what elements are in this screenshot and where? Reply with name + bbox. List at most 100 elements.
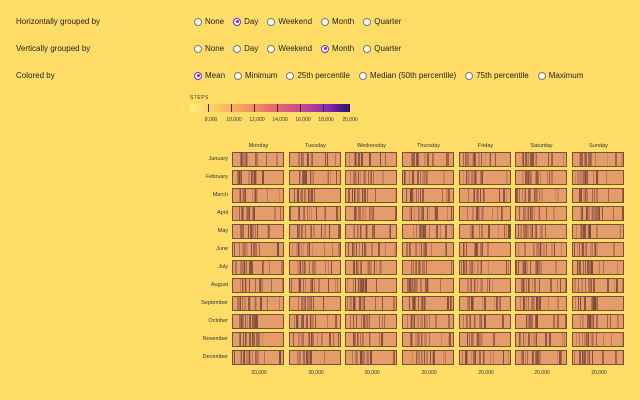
value-stripe — [553, 243, 555, 256]
value-stripe — [418, 153, 420, 166]
radio-button[interactable] — [194, 17, 202, 26]
color-option-25th-percentile[interactable]: 25th percentile — [286, 71, 350, 80]
radio-button[interactable] — [321, 44, 330, 53]
value-stripe — [528, 279, 530, 292]
value-stripe — [238, 189, 240, 202]
value-stripe — [418, 333, 420, 346]
option-label: 25th percentile — [297, 71, 350, 80]
value-stripe — [379, 261, 381, 274]
value-stripe — [325, 261, 327, 274]
value-stripe — [490, 351, 492, 364]
value-stripe — [584, 171, 586, 184]
value-stripe — [251, 225, 253, 238]
value-stripe — [526, 315, 528, 328]
value-stripe — [370, 243, 373, 256]
horizontal-option-quarter[interactable]: Quarter — [363, 17, 401, 26]
horizontal-option-day[interactable]: Day — [233, 17, 258, 26]
value-stripe — [470, 333, 472, 346]
value-stripe — [256, 297, 258, 310]
value-stripe — [244, 315, 246, 328]
value-stripe — [531, 171, 533, 184]
vertical-option-weekend[interactable]: Weekend — [267, 44, 312, 53]
radio-button[interactable] — [363, 44, 372, 53]
vertical-option-month[interactable]: Month — [321, 44, 354, 53]
value-stripe — [360, 225, 362, 238]
value-stripe — [368, 333, 370, 346]
radio-button[interactable] — [286, 71, 295, 80]
value-stripe — [508, 351, 510, 364]
heatmap-cell — [345, 296, 397, 311]
value-stripe — [492, 207, 494, 220]
legend-tick-label: 18,000 — [318, 117, 334, 123]
value-stripe — [256, 351, 258, 364]
color-option-median-50th-percentile[interactable]: Median (50th percentile) — [358, 71, 456, 80]
value-stripe — [588, 279, 590, 292]
value-stripe — [358, 297, 361, 310]
value-stripe — [237, 297, 240, 310]
value-stripe — [367, 315, 369, 328]
value-stripe — [416, 261, 418, 274]
value-stripe — [362, 171, 364, 184]
value-stripe — [242, 225, 245, 238]
vertical-option-quarter[interactable]: Quarter — [363, 44, 401, 53]
radio-button[interactable] — [363, 17, 372, 26]
value-stripe — [240, 153, 243, 166]
heatmap-cell — [515, 188, 567, 203]
radio-button[interactable] — [194, 44, 202, 53]
value-stripe — [502, 351, 504, 364]
value-stripe — [259, 297, 262, 310]
value-stripe — [528, 207, 530, 220]
radio-button[interactable] — [267, 44, 276, 53]
value-stripe — [592, 279, 595, 292]
value-stripe — [410, 315, 412, 328]
color-option-maximum[interactable]: Maximum — [537, 71, 583, 80]
horizontal-option-weekend[interactable]: Weekend — [267, 17, 312, 26]
color-option-minimum[interactable]: Minimum — [234, 71, 277, 80]
value-stripe — [304, 261, 306, 274]
value-stripe — [240, 297, 242, 310]
horizontal-option-none[interactable]: None — [194, 17, 224, 26]
value-stripe — [299, 171, 302, 184]
value-stripe — [594, 243, 596, 256]
radio-button[interactable] — [267, 17, 276, 26]
value-stripe — [475, 333, 477, 346]
vertical-option-day[interactable]: Day — [233, 44, 258, 53]
row-label-september: September — [201, 300, 228, 306]
value-stripe — [591, 333, 594, 346]
value-stripe — [426, 153, 429, 166]
value-stripe — [585, 279, 587, 292]
value-stripe — [536, 189, 538, 202]
value-stripe — [579, 189, 581, 202]
heatmap-cell — [289, 224, 341, 239]
value-stripe — [617, 261, 619, 274]
value-stripe — [312, 225, 315, 238]
radio-button[interactable] — [537, 71, 546, 80]
radio-button[interactable] — [321, 17, 330, 26]
vertical-option-none[interactable]: None — [194, 44, 224, 53]
value-stripe — [248, 315, 251, 328]
color-option-75th-percentile[interactable]: 75th percentile — [465, 71, 529, 80]
radio-button[interactable] — [358, 71, 367, 80]
value-stripe — [498, 225, 500, 238]
value-stripe — [425, 261, 427, 274]
radio-button[interactable] — [233, 44, 242, 53]
value-stripe — [299, 153, 301, 166]
value-stripe — [241, 315, 243, 328]
value-stripe — [274, 207, 277, 220]
value-stripe — [424, 297, 426, 310]
radio-button[interactable] — [194, 71, 202, 80]
value-stripe — [536, 243, 538, 256]
value-stripe — [523, 261, 525, 274]
value-stripe — [529, 315, 531, 328]
color-option-mean[interactable]: Mean — [194, 71, 225, 80]
heatmap-cell — [289, 350, 341, 365]
value-stripe — [374, 225, 376, 238]
value-stripe — [359, 153, 360, 166]
horizontal-option-month[interactable]: Month — [321, 17, 354, 26]
radio-button[interactable] — [465, 71, 474, 80]
value-stripe — [353, 189, 355, 202]
radio-button[interactable] — [233, 17, 242, 26]
value-stripe — [356, 315, 358, 328]
radio-button[interactable] — [234, 71, 243, 80]
value-stripe — [370, 351, 373, 364]
